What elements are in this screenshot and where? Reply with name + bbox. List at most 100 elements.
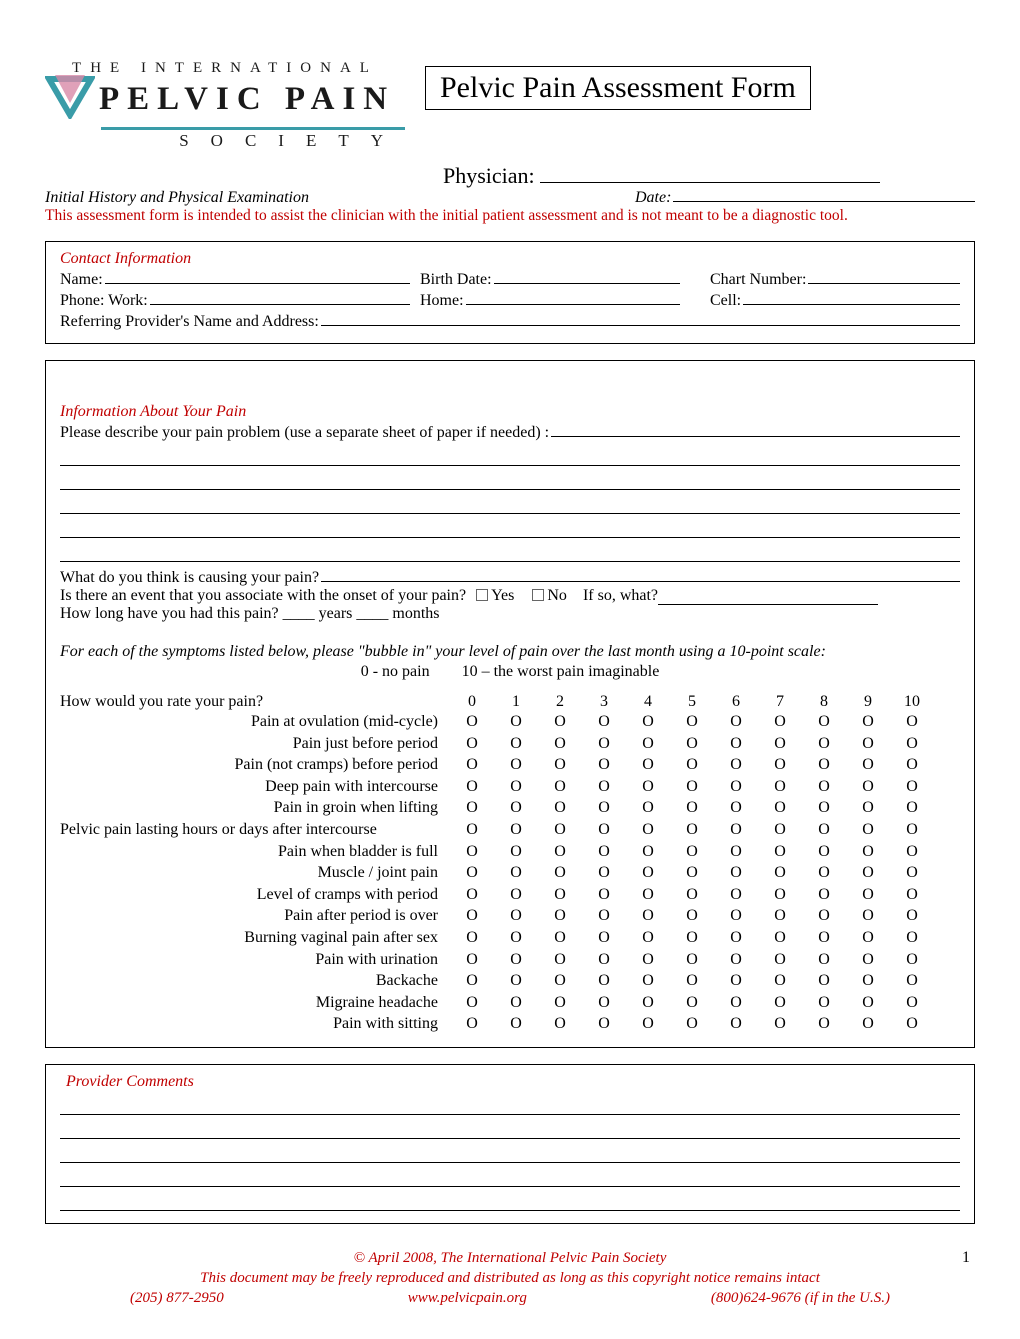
rating-bubble[interactable]: O [758,797,802,819]
rating-bubble[interactable]: O [890,711,934,733]
rating-bubble[interactable]: O [758,776,802,798]
rating-bubble[interactable]: O [846,949,890,971]
rating-bubble[interactable]: O [802,884,846,906]
rating-bubble[interactable]: O [450,797,494,819]
rating-bubble[interactable]: O [450,862,494,884]
rating-bubble[interactable]: O [758,711,802,733]
rating-bubble[interactable]: O [890,776,934,798]
rating-bubble[interactable]: O [802,733,846,755]
rating-bubble[interactable]: O [450,733,494,755]
rating-bubble[interactable]: O [758,754,802,776]
rating-bubble[interactable]: O [450,711,494,733]
rating-bubble[interactable]: O [494,1013,538,1035]
rating-bubble[interactable]: O [538,970,582,992]
rating-bubble[interactable]: O [494,711,538,733]
rating-bubble[interactable]: O [626,927,670,949]
rating-bubble[interactable]: O [890,797,934,819]
rating-bubble[interactable]: O [670,862,714,884]
yes-checkbox[interactable] [476,589,488,601]
rating-bubble[interactable]: O [846,970,890,992]
rating-bubble[interactable]: O [670,927,714,949]
rating-bubble[interactable]: O [802,949,846,971]
cause-input[interactable] [321,566,960,582]
blank-line[interactable] [60,518,960,538]
rating-bubble[interactable]: O [714,797,758,819]
rating-bubble[interactable]: O [670,970,714,992]
rating-bubble[interactable]: O [670,992,714,1014]
rating-bubble[interactable]: O [846,862,890,884]
rating-bubble[interactable]: O [582,992,626,1014]
rating-bubble[interactable]: O [450,927,494,949]
rating-bubble[interactable]: O [538,1013,582,1035]
rating-bubble[interactable]: O [890,862,934,884]
rating-bubble[interactable]: O [890,884,934,906]
rating-bubble[interactable]: O [626,776,670,798]
rating-bubble[interactable]: O [450,1013,494,1035]
rating-bubble[interactable]: O [890,949,934,971]
rating-bubble[interactable]: O [538,733,582,755]
rating-bubble[interactable]: O [890,970,934,992]
rating-bubble[interactable]: O [450,949,494,971]
rating-bubble[interactable]: O [538,819,582,841]
rating-bubble[interactable]: O [714,884,758,906]
rating-bubble[interactable]: O [758,992,802,1014]
rating-bubble[interactable]: O [582,797,626,819]
rating-bubble[interactable]: O [670,711,714,733]
rating-bubble[interactable]: O [714,970,758,992]
rating-bubble[interactable]: O [582,841,626,863]
rating-bubble[interactable]: O [626,819,670,841]
rating-bubble[interactable]: O [582,927,626,949]
rating-bubble[interactable]: O [714,841,758,863]
rating-bubble[interactable]: O [714,819,758,841]
rating-bubble[interactable]: O [890,1013,934,1035]
rating-bubble[interactable]: O [626,797,670,819]
rating-bubble[interactable]: O [626,1013,670,1035]
comment-line[interactable] [60,1191,960,1211]
blank-line[interactable] [60,446,960,466]
rating-bubble[interactable]: O [670,819,714,841]
rating-bubble[interactable]: O [538,949,582,971]
rating-bubble[interactable]: O [494,927,538,949]
rating-bubble[interactable]: O [670,733,714,755]
rating-bubble[interactable]: O [582,754,626,776]
rating-bubble[interactable]: O [494,862,538,884]
rating-bubble[interactable]: O [758,949,802,971]
rating-bubble[interactable]: O [582,862,626,884]
chart-input[interactable] [808,268,960,284]
rating-bubble[interactable]: O [758,862,802,884]
rating-bubble[interactable]: O [758,841,802,863]
rating-bubble[interactable]: O [626,905,670,927]
birth-input[interactable] [494,268,680,284]
rating-bubble[interactable]: O [846,884,890,906]
rating-bubble[interactable]: O [714,776,758,798]
rating-bubble[interactable]: O [670,905,714,927]
rating-bubble[interactable]: O [802,992,846,1014]
rating-bubble[interactable]: O [758,819,802,841]
rating-bubble[interactable]: O [494,841,538,863]
rating-bubble[interactable]: O [670,841,714,863]
rating-bubble[interactable]: O [538,754,582,776]
rating-bubble[interactable]: O [802,1013,846,1035]
blank-line[interactable] [60,542,960,562]
rating-bubble[interactable]: O [802,862,846,884]
rating-bubble[interactable]: O [494,797,538,819]
rating-bubble[interactable]: O [714,711,758,733]
rating-bubble[interactable]: O [538,797,582,819]
rating-bubble[interactable]: O [626,733,670,755]
rating-bubble[interactable]: O [802,819,846,841]
rating-bubble[interactable]: O [494,754,538,776]
rating-bubble[interactable]: O [846,1013,890,1035]
rating-bubble[interactable]: O [846,992,890,1014]
rating-bubble[interactable]: O [494,884,538,906]
rating-bubble[interactable]: O [670,797,714,819]
rating-bubble[interactable]: O [714,992,758,1014]
phone-work-input[interactable] [150,289,410,305]
rating-bubble[interactable]: O [450,776,494,798]
rating-bubble[interactable]: O [494,819,538,841]
rating-bubble[interactable]: O [538,841,582,863]
rating-bubble[interactable]: O [758,970,802,992]
rating-bubble[interactable]: O [450,819,494,841]
rating-bubble[interactable]: O [846,905,890,927]
rating-bubble[interactable]: O [714,733,758,755]
rating-bubble[interactable]: O [538,927,582,949]
